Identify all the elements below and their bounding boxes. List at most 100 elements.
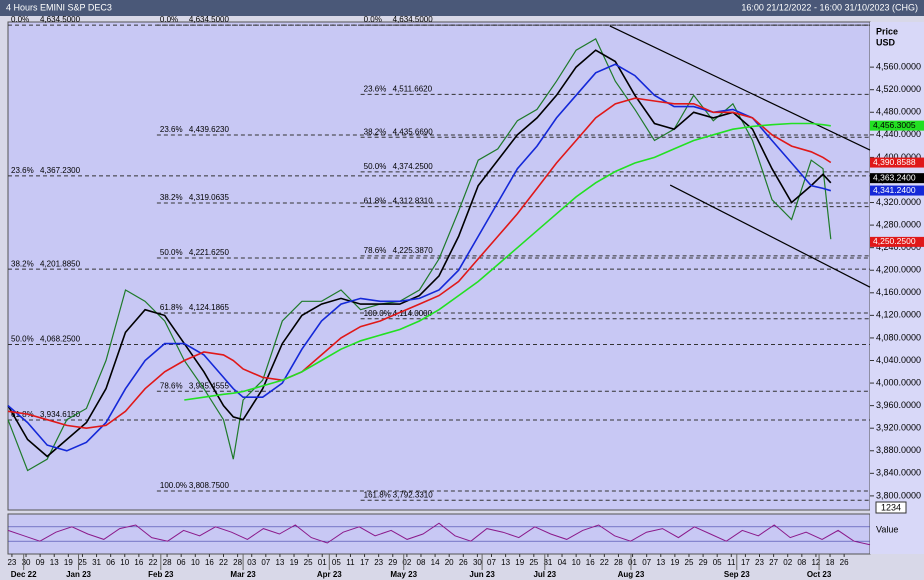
x-tick-label: 16: [586, 558, 595, 567]
month-label: Jun 23: [469, 570, 495, 579]
x-tick-label: 08: [417, 558, 426, 567]
fib-price: 4,439.6230: [189, 125, 230, 134]
x-tick-label: 02: [783, 558, 792, 567]
fib-pct: 50.0%: [160, 248, 183, 257]
fib-price: 4,068.2500: [40, 335, 81, 344]
axis-title: Price: [876, 26, 898, 36]
fib-pct: 61.8%: [364, 197, 387, 206]
fib-pct: 50.0%: [11, 335, 34, 344]
x-tick-label: 19: [515, 558, 524, 567]
y-tick-label: 4,000.0000: [876, 377, 921, 387]
axis-panel: [870, 22, 924, 554]
y-tick-label: 4,200.0000: [876, 265, 921, 275]
x-tick-label: 16: [205, 558, 214, 567]
fib-price: 4,114.0000: [393, 309, 433, 318]
price-tag-label: 4,341.2400: [873, 185, 916, 195]
x-tick-label: 28: [163, 558, 172, 567]
fib-price: 4,634.5000: [189, 15, 230, 24]
x-tick-label: 19: [290, 558, 299, 567]
x-tick-label: 14: [431, 558, 440, 567]
fib-price: 4,221.6250: [189, 248, 230, 257]
y-tick-label: 4,160.0000: [876, 287, 921, 297]
fib-pct: 23.6%: [364, 85, 387, 94]
ticker-box: [875, 501, 907, 514]
x-tick-label: 09: [36, 558, 45, 567]
fib-price: 4,124.1865: [189, 303, 230, 312]
date-range: 16:00 21/12/2022 - 16:00 31/10/2023 (CHG…: [741, 2, 918, 12]
x-tick-label: 13: [501, 558, 510, 567]
fib-pct: 100.0%: [160, 481, 187, 490]
x-tick-label: 06: [106, 558, 115, 567]
x-tick-label: 22: [600, 558, 609, 567]
x-tick-label: 23: [755, 558, 764, 567]
x-tick-label: 22: [149, 558, 158, 567]
y-tick-label: 3,840.0000: [876, 468, 921, 478]
x-tick-label: 30: [473, 558, 482, 567]
fib-pct: 0.0%: [11, 15, 29, 24]
y-tick-label: 4,440.0000: [876, 129, 921, 139]
fib-pct: 78.6%: [160, 381, 183, 390]
fib-price: 3,985.4555: [189, 381, 230, 390]
month-label: Jan 23: [66, 570, 91, 579]
y-tick-label: 3,800.0000: [876, 490, 921, 500]
month-label: Feb 23: [148, 570, 174, 579]
price-tag-label: 4,390.8588: [873, 157, 916, 167]
x-tick-label: 13: [275, 558, 284, 567]
fib-price: 4,634.5000: [393, 15, 434, 24]
fib-pct: 50.0%: [364, 162, 387, 171]
x-tick-label: 07: [261, 558, 270, 567]
x-tick-label: 08: [797, 558, 806, 567]
y-tick-label: 4,040.0000: [876, 355, 921, 365]
plot-area: [7, 21, 871, 511]
x-tick-label: 10: [120, 558, 129, 567]
y-tick-label: 3,880.0000: [876, 445, 921, 455]
x-tick-label: 31: [543, 558, 552, 567]
x-tick-label: 29: [388, 558, 397, 567]
fib-price: 3,934.6150: [40, 410, 81, 419]
fib-price: 4,312.8310: [393, 197, 434, 206]
x-tick-label: 10: [572, 558, 581, 567]
fib-pct: 23.6%: [160, 125, 183, 134]
x-tick-label: 26: [840, 558, 849, 567]
x-tick-label: 11: [346, 558, 355, 567]
price-tag: [870, 185, 924, 196]
month-label: Oct 23: [807, 570, 832, 579]
fib-pct: 38.2%: [364, 127, 387, 136]
price-tag: [870, 157, 924, 168]
x-tick-label: 13: [656, 558, 665, 567]
x-tick-label: 12: [811, 558, 820, 567]
month-label: May 23: [390, 570, 417, 579]
x-tick-label: 25: [685, 558, 694, 567]
price-tag: [870, 236, 924, 247]
x-tick-label: 17: [360, 558, 369, 567]
x-tick-label: 17: [741, 558, 750, 567]
fib-pct: 0.0%: [160, 15, 178, 24]
x-tick-label: 18: [826, 558, 835, 567]
fib-pct: 61.8%: [160, 303, 183, 312]
fib-pct: 38.2%: [11, 259, 34, 268]
fib-price: 3,808.7500: [189, 481, 230, 490]
x-tick-label: 27: [769, 558, 778, 567]
x-tick-label: 22: [219, 558, 228, 567]
x-tick-label: 03: [247, 558, 256, 567]
fib-pct: 100.0%: [364, 309, 391, 318]
x-tick-label: 28: [614, 558, 623, 567]
x-tick-label: 30: [22, 558, 31, 567]
x-tick-label: 10: [191, 558, 200, 567]
x-tick-label: 11: [727, 558, 736, 567]
x-tick-label: 07: [642, 558, 651, 567]
ticker-text: 1234: [881, 502, 901, 512]
x-tick-label: 07: [487, 558, 496, 567]
fib-pct: 38.2%: [160, 193, 183, 202]
y-tick-label: 4,560.0000: [876, 62, 921, 72]
series-line: [7, 63, 832, 452]
x-tick-label: 19: [670, 558, 679, 567]
chart-title: 4 Hours EMINI S&P DEC3: [6, 2, 112, 12]
series-line: [7, 38, 832, 472]
y-tick-label: 4,480.0000: [876, 107, 921, 117]
series-line: [184, 122, 831, 401]
trendline: [669, 184, 871, 288]
fib-price: 4,511.6620: [393, 85, 433, 94]
price-tag-label: 4,363.2400: [873, 172, 916, 182]
